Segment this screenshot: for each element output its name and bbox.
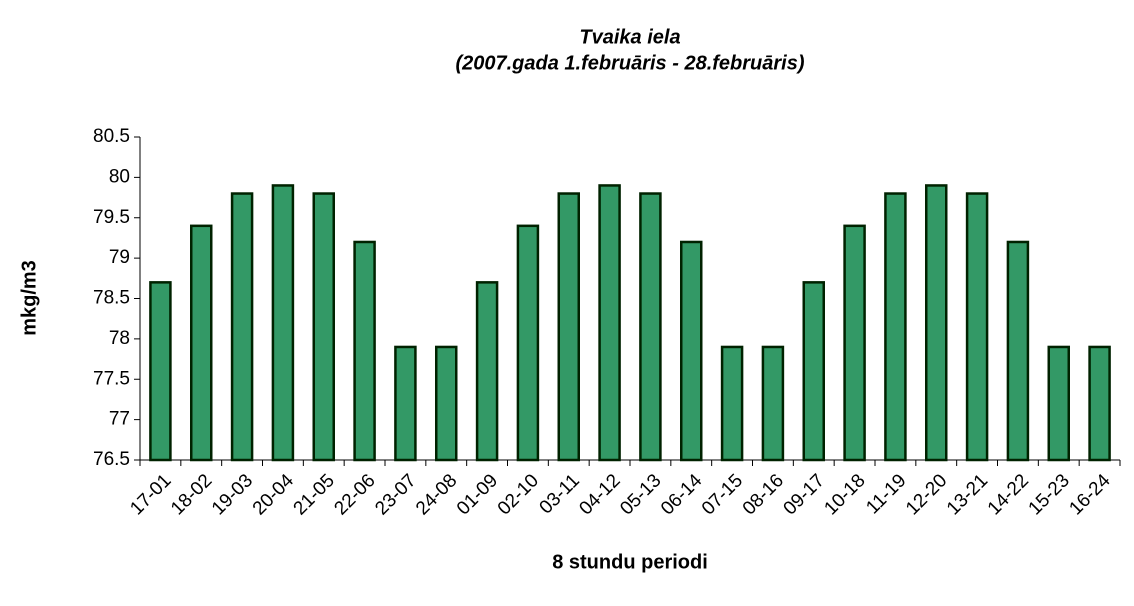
x-tick-label: 21-05 [290,470,339,519]
bar [884,192,907,462]
x-tick-label: 12-20 [902,470,951,519]
x-tick-label: 07-15 [698,470,747,519]
y-tick-label: 79 [109,247,130,268]
bar [761,345,785,462]
x-axis-title: 8 stundu periodi [552,551,708,573]
bar [802,281,825,462]
y-tick-label: 80 [109,166,130,187]
bar [394,345,417,462]
chart-subtitle: (2007.gada 1.februāris - 28.februāris) [455,52,804,74]
bar [1047,345,1070,462]
y-tick-label: 80.5 [93,126,130,147]
y-tick-label: 79.5 [93,207,130,228]
bar [190,224,213,462]
bar [925,184,948,462]
bar [230,192,254,462]
bar [720,345,744,462]
bar [639,192,662,462]
bar [435,345,458,462]
bar [353,240,376,462]
x-tick-label: 01-09 [453,470,502,519]
x-tick-label: 23-07 [371,470,420,519]
bar [680,240,703,462]
bar [516,224,540,462]
bar [312,192,335,462]
bar [271,184,295,462]
x-tick-label: 04-12 [575,470,624,519]
bar [598,184,621,462]
x-tick-label: 19-03 [208,470,257,519]
y-tick-label: 78.5 [93,288,130,309]
bar [1088,345,1111,462]
bar [965,192,989,462]
chart-title: Tvaika iela [579,26,680,48]
x-tick-label: 20-04 [249,470,299,520]
bar [843,224,866,462]
y-axis-title: mkg/m3 [18,260,40,336]
x-tick-label: 09-17 [780,470,829,519]
y-tick-label: 76.5 [93,449,130,470]
y-tick-label: 78 [109,328,130,349]
x-tick-label: 05-13 [616,470,665,519]
x-tick-label: 06-14 [657,470,707,520]
x-tick-label: 11-19 [862,470,910,518]
x-tick-label: 24-08 [412,470,461,519]
x-tick-label: 15-23 [1025,470,1074,519]
x-tick-label: 03-11 [536,470,584,518]
y-tick-label: 77 [109,409,130,430]
bar [475,281,499,462]
bar [1006,240,1030,462]
x-tick-label: 14-22 [984,470,1033,519]
x-tick-label: 18-02 [167,470,216,519]
x-tick-label: 13-21 [943,470,992,519]
x-tick-label: 17-01 [126,470,175,519]
x-tick-label: 22-06 [330,470,379,519]
x-tick-label: 02-10 [494,470,543,519]
x-tick-label: 10-18 [820,470,869,519]
y-tick-label: 77.5 [93,368,130,389]
bar [557,192,580,462]
x-tick-label: 16-24 [1065,470,1115,520]
x-tick-label: 08-16 [739,470,788,519]
bar [149,281,172,462]
